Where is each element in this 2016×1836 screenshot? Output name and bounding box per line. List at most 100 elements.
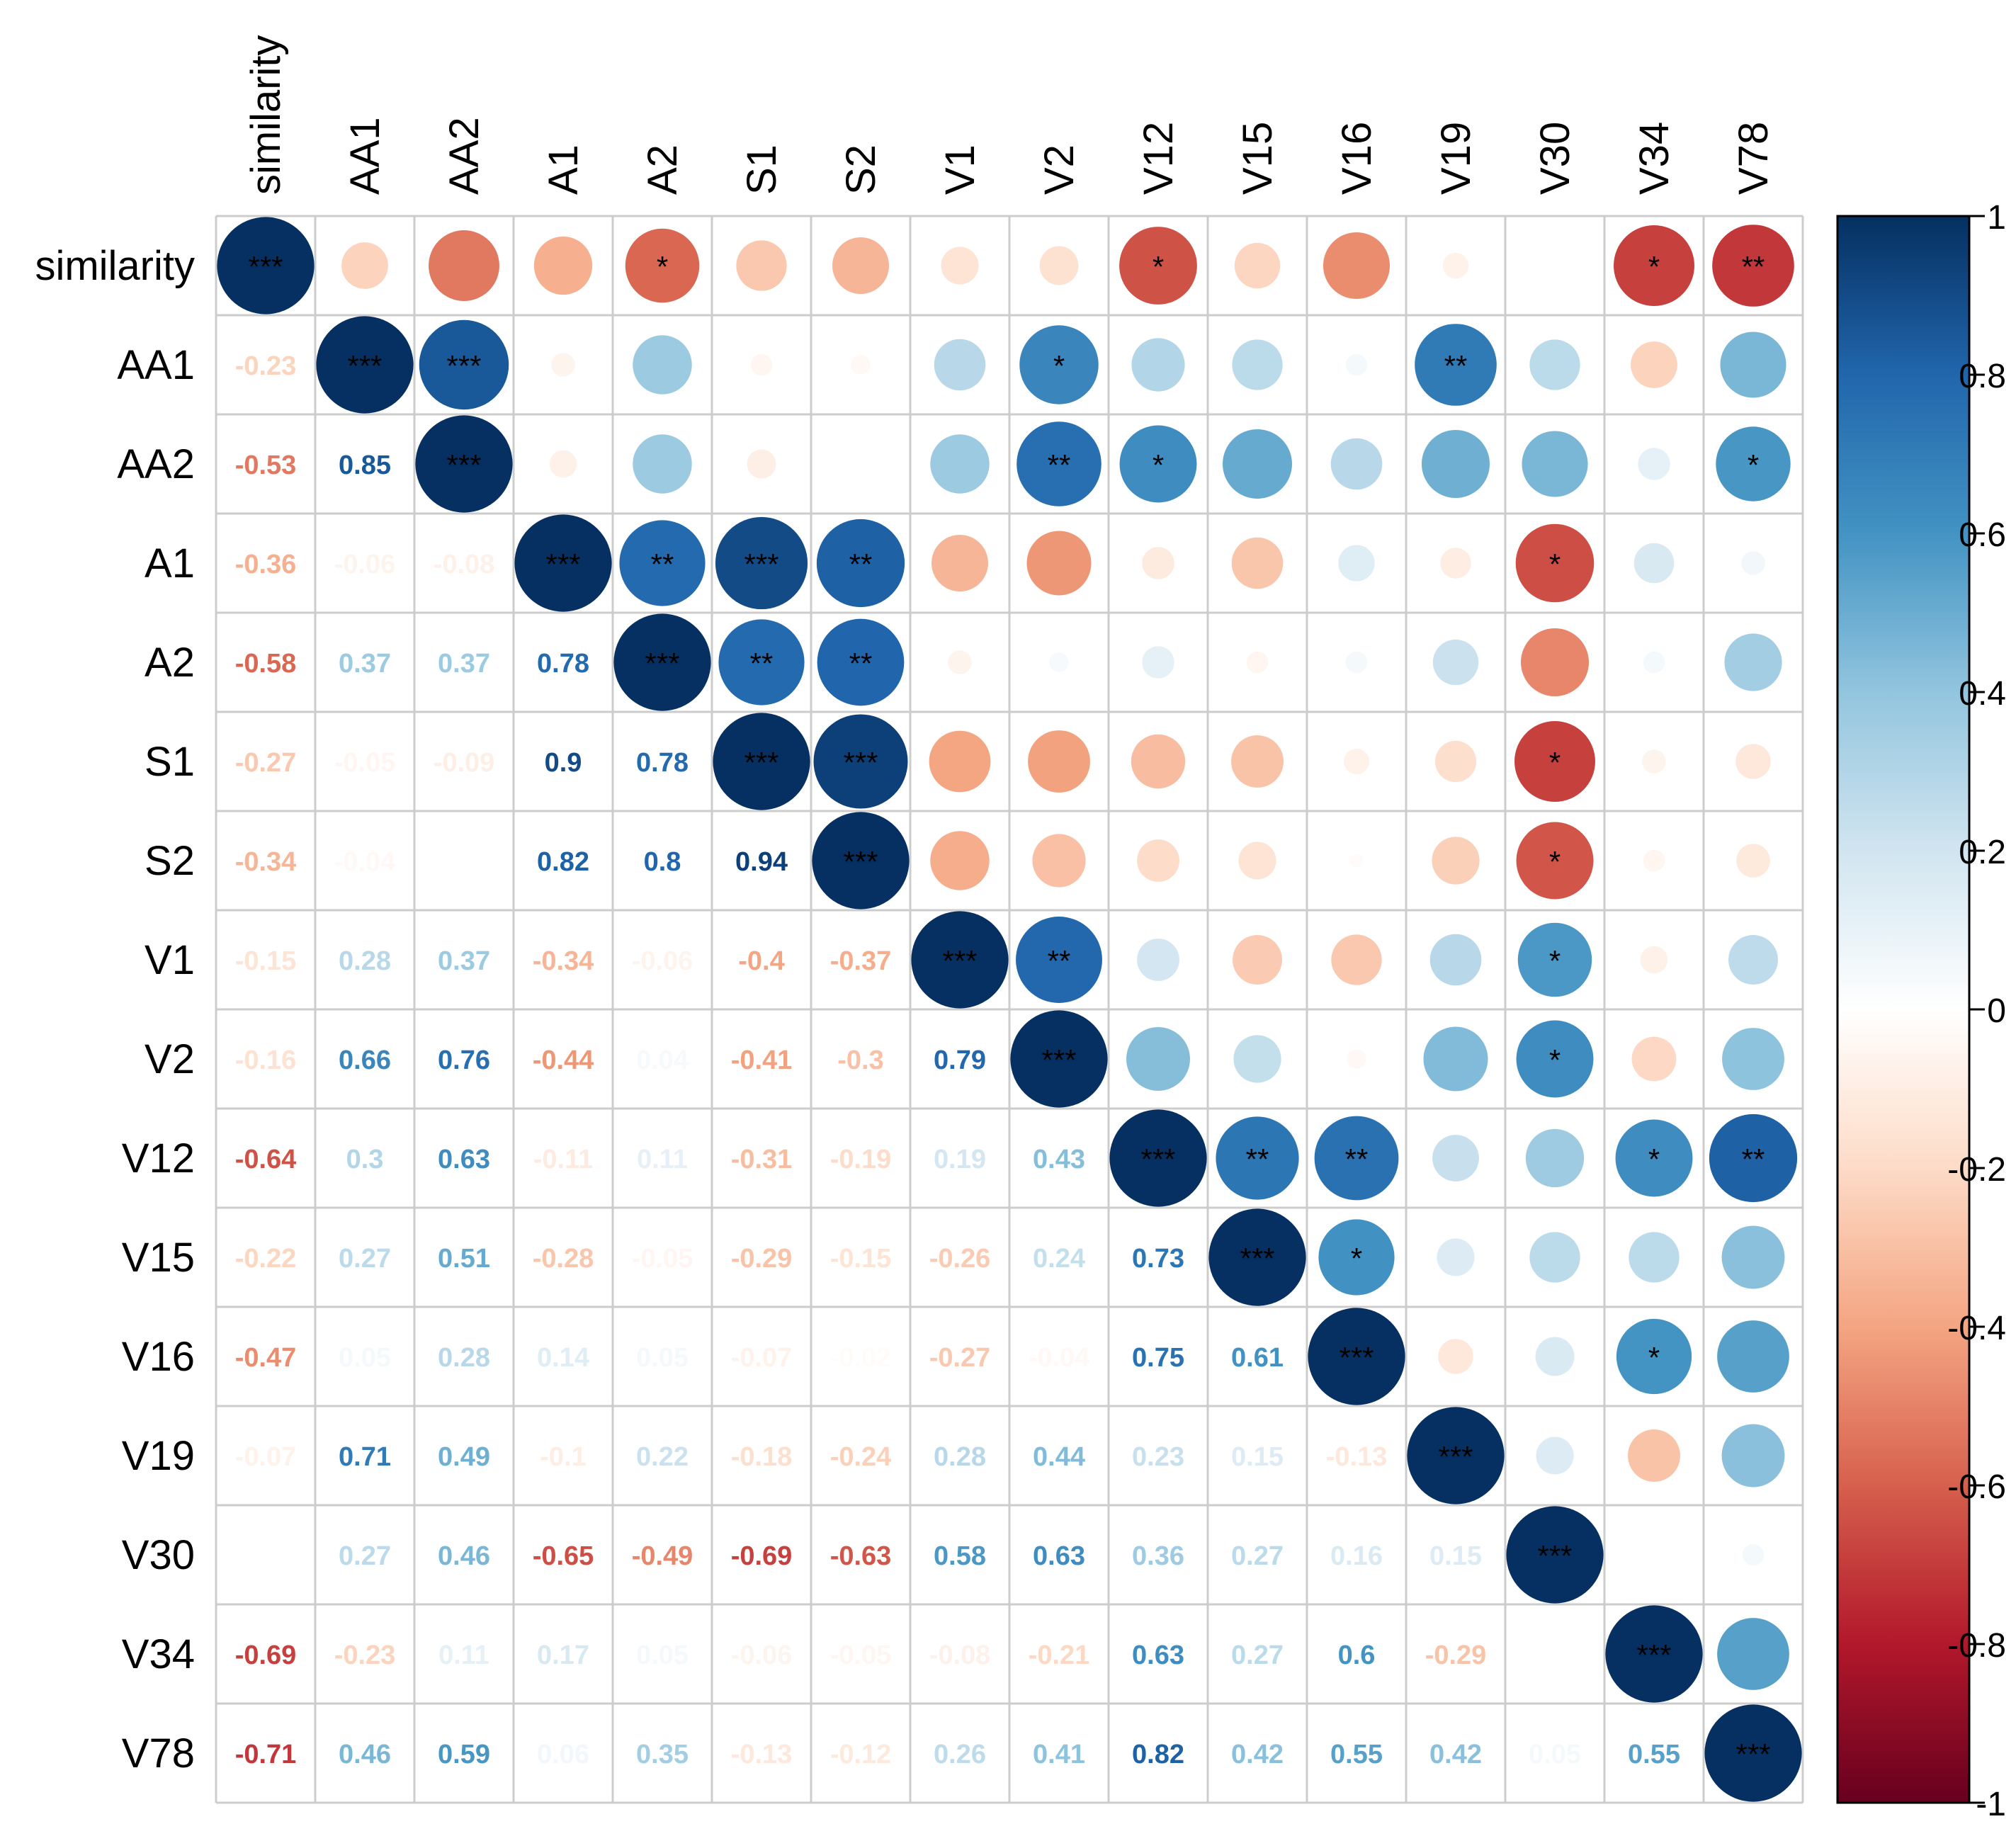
corr-value-V78-S2: -0.12	[830, 1740, 892, 1769]
significance-V1-V1: ***	[942, 944, 977, 978]
corr-circle-AA1-V19	[1415, 324, 1497, 406]
corr-circle-V15-V15	[1208, 1208, 1306, 1306]
corr-circle-A2-V19	[1432, 639, 1479, 686]
corr-value-V34-V2: -0.21	[1029, 1640, 1090, 1670]
corr-circle-S1-V12	[1131, 734, 1186, 789]
corr-circle-V16-V16	[1308, 1308, 1405, 1405]
corr-circle-AA2-V30	[1522, 431, 1588, 497]
significance-A1-A1: ***	[545, 548, 580, 581]
corr-value-V12-AA2: 0.63	[438, 1145, 490, 1174]
corr-value-A2-AA2: 0.37	[438, 649, 490, 679]
significance-S1-V30: *	[1549, 746, 1561, 779]
corr-circle-V30-V78	[1742, 1543, 1765, 1566]
corr-circle-A1-V15	[1231, 537, 1284, 589]
significance-V15-V15: ***	[1240, 1242, 1274, 1275]
corr-value-V2-AA2: 0.76	[438, 1046, 490, 1075]
significance-A2-S1: **	[750, 647, 774, 680]
colorbar-tick-label: -0.2	[1947, 1151, 2006, 1189]
corr-circle-similarity-V15	[1234, 242, 1281, 289]
corr-circle-A1-S1	[715, 516, 808, 610]
corr-circle-V12-V19	[1432, 1135, 1479, 1182]
corr-value-V19-V1: 0.28	[934, 1442, 986, 1472]
corr-value-V19-AA2: 0.49	[438, 1442, 490, 1472]
corr-value-V19-S1: -0.18	[731, 1442, 793, 1472]
corr-circle-V2-V2	[1010, 1010, 1108, 1108]
corr-value-V34-V16: 0.6	[1338, 1640, 1376, 1670]
corr-value-V2-S1: -0.41	[731, 1046, 793, 1075]
corr-circle-S1-S2	[813, 714, 908, 809]
corr-circle-A2-S1	[718, 619, 805, 706]
corr-circle-AA1-V78	[1720, 332, 1786, 398]
corr-circle-A2-S2	[817, 618, 905, 706]
corr-circle-S2-V15	[1238, 842, 1276, 880]
corr-value-V19-V12: 0.23	[1132, 1442, 1184, 1472]
corr-circle-V2-V78	[1722, 1028, 1784, 1090]
corr-circle-V1-V16	[1331, 934, 1382, 985]
corr-value-V78-S1: -0.13	[731, 1740, 793, 1769]
col-label-similarity: similarity	[243, 35, 289, 195]
corr-circle-S2-V12	[1137, 839, 1179, 882]
corr-circle-A2-V2	[1049, 652, 1069, 672]
corr-value-V16-V1: -0.27	[929, 1343, 991, 1373]
corr-circle-AA1-S1	[750, 353, 773, 376]
col-label-S2: S2	[838, 144, 884, 195]
corr-circle-AA2-V1	[930, 434, 990, 494]
corr-value-V15-AA2: 0.51	[438, 1244, 490, 1274]
corr-value-V78-A2: 0.35	[636, 1740, 689, 1769]
corr-value-V30-S2: -0.63	[830, 1541, 892, 1571]
corr-circle-V2-V16	[1347, 1049, 1366, 1069]
corr-circle-V12-V34	[1615, 1119, 1693, 1197]
corr-circle-V12-V78	[1709, 1114, 1798, 1203]
colorbar: 1 0.8 0.6 0.4 0.2 0 -0.2 -0.4 -0.6 -0.8 -1	[1836, 199, 2006, 1823]
col-label-V34: V34	[1631, 122, 1677, 195]
corr-circle-S1-V15	[1231, 735, 1284, 788]
row-label-V2: V2	[145, 1036, 195, 1082]
colorbar-tick-label: 0	[1987, 992, 2006, 1030]
corr-value-V78-V19: 0.42	[1429, 1740, 1482, 1769]
corr-circle-similarity-V19	[1442, 252, 1469, 279]
row-label-V34: V34	[122, 1631, 195, 1677]
corr-value-V12-S1: -0.31	[731, 1145, 793, 1174]
corr-circle-A2-A2	[613, 613, 711, 711]
row-label-V15: V15	[122, 1235, 195, 1281]
corr-circle-V15-V19	[1437, 1238, 1475, 1276]
corr-circle-V30-V30	[1506, 1506, 1604, 1604]
row-label-V12: V12	[122, 1135, 195, 1182]
corr-value-V1-AA2: 0.37	[438, 946, 490, 976]
corr-value-V15-similarity: -0.22	[235, 1244, 297, 1274]
col-label-A2: A2	[640, 144, 686, 195]
significance-AA1-V19: **	[1444, 349, 1468, 382]
corr-circle-V16-V34	[1616, 1318, 1692, 1395]
corr-circle-V16-V19	[1438, 1339, 1473, 1374]
corr-circle-A2-V78	[1724, 633, 1782, 691]
corr-value-V15-V12: 0.73	[1132, 1244, 1184, 1274]
colorbar-tick-label: 0.6	[1959, 516, 2006, 554]
corr-value-V16-A2: 0.05	[636, 1343, 689, 1373]
significance-V34-V34: ***	[1636, 1638, 1671, 1672]
corr-circle-A1-V12	[1142, 547, 1174, 579]
significance-V30-V30: ***	[1537, 1539, 1572, 1572]
significance-V1-V2: **	[1048, 944, 1071, 978]
significance-S1-S1: ***	[744, 746, 778, 779]
corr-value-V78-A1: 0.06	[537, 1740, 589, 1769]
corr-value-V34-AA1: -0.23	[334, 1640, 396, 1670]
significance-V16-V16: ***	[1339, 1341, 1374, 1374]
corr-value-V30-S1: -0.69	[731, 1541, 793, 1571]
corr-value-V78-V1: 0.26	[934, 1740, 986, 1769]
corr-circle-A1-A1	[514, 514, 612, 612]
corr-value-V78-V16: 0.55	[1330, 1740, 1383, 1769]
corr-value-A1-similarity: -0.36	[235, 550, 297, 579]
corr-circle-A2-V30	[1520, 628, 1590, 697]
significance-V15-V16: *	[1351, 1242, 1362, 1275]
corr-circle-A1-V16	[1338, 545, 1375, 582]
corr-circle-AA2-V15	[1223, 429, 1292, 499]
corr-value-A2-A1: 0.78	[537, 649, 589, 679]
significance-similarity-V78: **	[1742, 250, 1765, 283]
significance-V12-V16: **	[1345, 1143, 1369, 1176]
corr-value-V15-AA1: 0.27	[339, 1244, 391, 1274]
corr-circle-AA1-AA1	[316, 316, 414, 414]
corr-value-S2-AA1: -0.04	[334, 847, 396, 877]
colorbar-gradient	[1836, 215, 1971, 1804]
col-label-S1: S1	[739, 144, 785, 195]
corr-circle-similarity-V2	[1039, 246, 1079, 285]
